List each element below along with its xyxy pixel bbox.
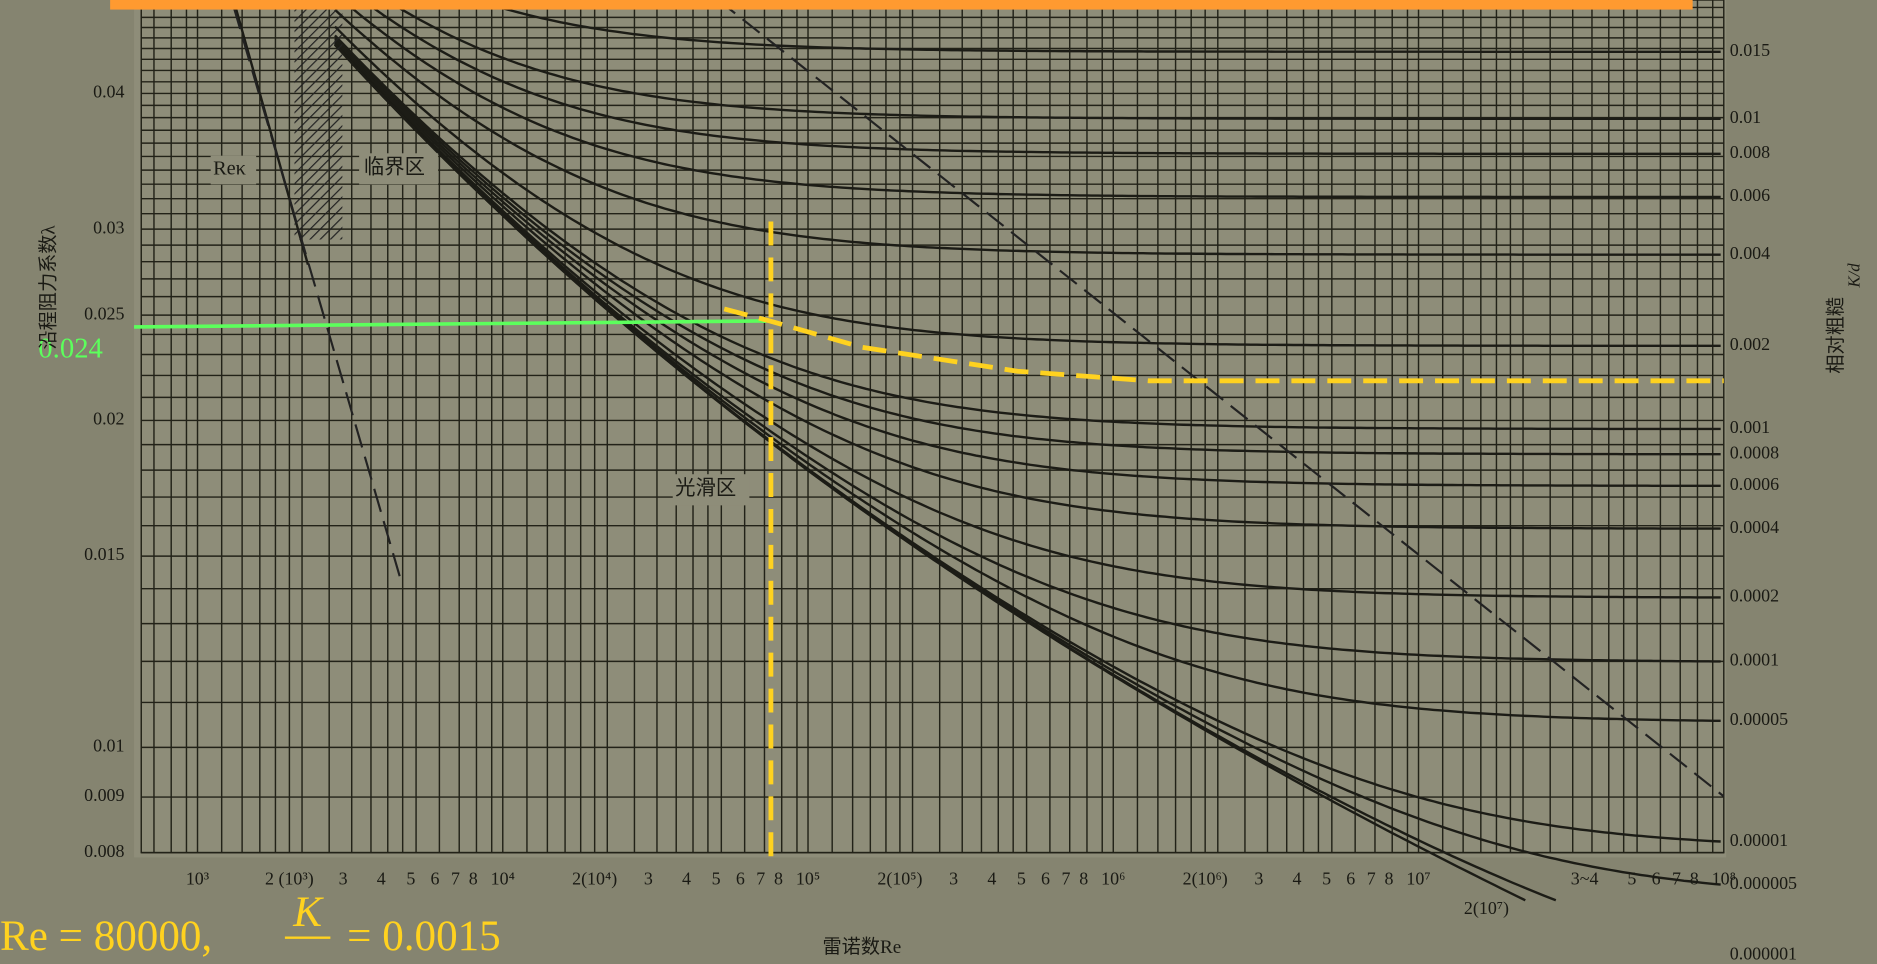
right-tick-label: 0.008 [1730, 142, 1770, 162]
bottom-tick-label: 3~4 [1571, 868, 1599, 888]
bottom-tick-label: 8 [1690, 868, 1699, 888]
bottom-tick-label: 10⁶ [1101, 868, 1125, 888]
bottom-tick-label: 10⁸ [1712, 868, 1736, 888]
bottom-tick-label: 7 [1672, 868, 1681, 888]
bottom-tick-label: 5 [712, 868, 721, 888]
right-tick-label: 0.001 [1730, 417, 1770, 437]
right-tick-label: 0.0006 [1730, 474, 1779, 494]
left-tick-label: 0.02 [93, 409, 124, 429]
bottom-tick-label: 8 [1079, 868, 1088, 888]
bottom-tick-label: 10³ [186, 868, 210, 888]
bottom-tick-label: 4 [1293, 868, 1302, 888]
bottom-tick-label: 5 [406, 868, 415, 888]
bottom-tick-label: 6 [1041, 868, 1050, 888]
right-axis-label: 相对粗糙 [1825, 297, 1847, 374]
bottom-tick-label: 2(10⁵) [877, 868, 922, 889]
critical-label: 临界区 [364, 156, 425, 179]
bottom-tick-label: 8 [469, 868, 478, 888]
right-tick-label: 0.006 [1730, 185, 1770, 205]
left-axis-label: 沿程阻力系数λ [38, 225, 60, 350]
bottom-tick-label: 6 [736, 868, 745, 888]
bottom-tick-label: 5 [1627, 868, 1636, 888]
right-tick-label: 0.0008 [1730, 442, 1779, 462]
bottom-tick-label: 4 [377, 868, 386, 888]
bottom-tick-label: 2(10⁷) [1464, 898, 1509, 919]
right-tick-label: 0.0002 [1730, 586, 1779, 606]
right-tick-label: 0.000005 [1730, 873, 1797, 893]
bottom-tick-label: 6 [1652, 868, 1661, 888]
critical-zone [294, 6, 342, 240]
bottom-tick-label: 3 [339, 868, 348, 888]
right-axis-fraction: K/d [1844, 263, 1863, 289]
moody-chart-photo: Reκ 临界区 光滑区 0.02 4 沿程阻力系数λ 相对粗糙 K/d 雷诺数Re… [0, 0, 1877, 964]
smooth-label: 光滑区 [675, 476, 736, 499]
right-tick-label: 0.00005 [1730, 709, 1788, 729]
bottom-tick-label: 5 [1017, 868, 1026, 888]
left-tick-label: 0.008 [84, 841, 124, 861]
bottom-tick-label: 4 [987, 868, 996, 888]
re-k-label: Reκ [213, 158, 246, 180]
bottom-tick-label: 2(10⁶) [1183, 868, 1228, 889]
fraction-top: K [292, 889, 324, 936]
left-tick-label: 0.009 [84, 785, 124, 805]
bottom-tick-label: 7 [756, 868, 765, 888]
right-tick-label: 0.000001 [1730, 944, 1797, 964]
right-tick-label: 0.002 [1730, 334, 1770, 354]
condition: Re = 80000, [0, 913, 212, 960]
right-tick-label: 0.015 [1730, 40, 1770, 60]
bottom-tick-label: 2(10⁴) [572, 868, 617, 889]
right-tick-label: 0.0001 [1730, 650, 1779, 670]
top-banner [110, 0, 1693, 10]
bottom-tick-label: 8 [1384, 868, 1393, 888]
right-tick-label: 0.0004 [1730, 517, 1779, 537]
condition-value: = 0.0015 [347, 913, 501, 960]
bottom-tick-label: 10⁵ [796, 868, 820, 888]
left-tick-label: 0.01 [93, 735, 124, 755]
bottom-tick-label: 5 [1322, 868, 1331, 888]
bottom-tick-label: 4 [682, 868, 691, 888]
right-tick-label: 0.004 [1730, 243, 1770, 263]
left-tick-label: 0.04 [93, 82, 124, 102]
left-tick-label: 0.03 [93, 217, 124, 237]
bottom-tick-label: 3 [1254, 868, 1263, 888]
left-tick-label: 0.015 [84, 544, 124, 564]
bottom-tick-label: 7 [1062, 868, 1071, 888]
bottom-tick-label: 7 [1367, 868, 1376, 888]
bottom-tick-label: 6 [1346, 868, 1355, 888]
bottom-tick-label: 6 [431, 868, 440, 888]
bottom-tick-label: 10⁴ [491, 868, 515, 888]
bottom-tick-label: 8 [774, 868, 783, 888]
bottom-tick-label: 10⁷ [1406, 868, 1430, 888]
bottom-tick-label: 3 [644, 868, 653, 888]
bottom-tick-label: 3 [949, 868, 958, 888]
left-tick-label: 0.025 [84, 303, 124, 323]
bottom-tick-label: 7 [451, 868, 460, 888]
right-tick-label: 0.00001 [1730, 830, 1788, 850]
bottom-axis-label: 雷诺数Re [823, 936, 902, 958]
bottom-tick-label: 2 (10³) [265, 868, 314, 889]
right-tick-label: 0.01 [1730, 107, 1761, 127]
